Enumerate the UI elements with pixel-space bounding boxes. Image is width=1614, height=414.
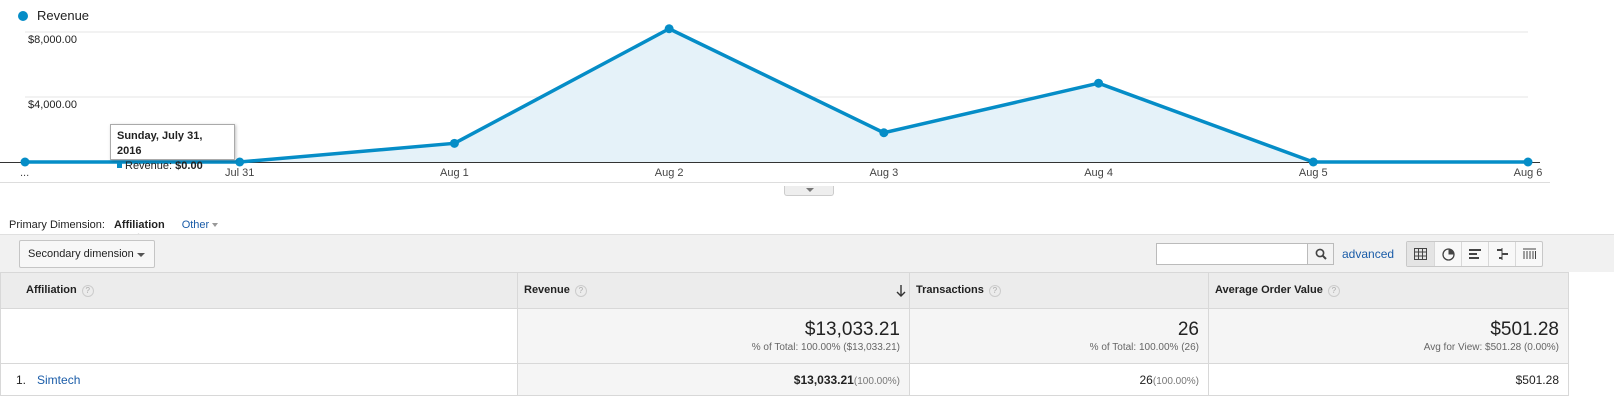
primary-dimension-other[interactable]: Other: [182, 219, 219, 231]
series-area: [25, 28, 1528, 162]
revenue-cell: $13,033.21(100.00%): [517, 363, 910, 396]
total-transactions-sub: % of Total: 100.00% (26): [1089, 342, 1199, 353]
secondary-dimension-dropdown[interactable]: Secondary dimension: [19, 240, 155, 268]
grid-icon: [1414, 248, 1427, 260]
x-tick-label: Aug 1: [440, 167, 469, 179]
x-tick-label: Aug 2: [655, 167, 684, 179]
help-icon[interactable]: ?: [988, 284, 1001, 297]
legend-dot-icon: [18, 10, 28, 21]
data-point: [664, 24, 674, 34]
header-label: Transactions: [916, 284, 984, 297]
chart-legend[interactable]: Revenue: [18, 8, 89, 23]
data-point: [20, 157, 30, 167]
chart-canvas: $4,000.00 $8,000.00... Jul 31 Aug 1 Aug 2 Aug…: [0, 24, 1550, 183]
row-number: 1.: [16, 372, 27, 387]
data-point: [1523, 157, 1533, 167]
column-header-transactions[interactable]: Transactions?: [909, 272, 1209, 309]
data-point: [1308, 157, 1318, 167]
header-label: Average Order Value: [1215, 284, 1323, 297]
column-header-revenue[interactable]: Revenue?: [517, 272, 910, 309]
help-icon[interactable]: ?: [574, 284, 587, 297]
secondary-dimension-label: Secondary dimension: [28, 248, 134, 260]
header-label: Affiliation: [26, 284, 77, 297]
data-point: [235, 157, 245, 167]
chevron-down-icon: [137, 253, 145, 257]
totals-transactions-cell: 26 % of Total: 100.00% (26): [909, 308, 1209, 364]
pie-icon: [1441, 247, 1455, 261]
aov-cell: $501.28: [1208, 363, 1569, 396]
primary-dimension-bar: Primary Dimension: Affiliation Other: [9, 219, 219, 231]
advanced-filter-link[interactable]: advanced: [1342, 247, 1395, 261]
row-aov: $501.28: [1515, 372, 1559, 387]
x-tick-label: Aug 3: [869, 167, 898, 179]
series-square-icon: [117, 163, 122, 169]
table-toolbar: Secondary dimension advanced: [0, 234, 1614, 272]
help-icon[interactable]: ?: [1327, 284, 1340, 297]
series-line: [25, 27, 1528, 164]
total-revenue: $13,033.21: [804, 319, 900, 340]
total-aov-sub: Avg for View: $501.28 (0.00%): [1423, 342, 1559, 353]
total-transactions: 26: [1177, 319, 1199, 340]
view-switcher: [1406, 241, 1543, 267]
chart-tooltip: Sunday, July 31, 2016 Revenue: $0.00: [110, 124, 235, 172]
table-search-input[interactable]: [1156, 243, 1308, 265]
header-label: Revenue: [524, 284, 570, 297]
comparison-view-button[interactable]: [1488, 242, 1515, 266]
x-tick-label: Aug 6: [1514, 167, 1543, 179]
affiliation-cell: 1. Simtech: [0, 363, 518, 396]
column-header-average-order-value[interactable]: Average Order Value?: [1208, 272, 1569, 309]
table-header-row: Affiliation? Revenue? Transactions? Aver…: [0, 272, 1569, 309]
search-icon: [1315, 248, 1327, 260]
caret-down-icon: [212, 223, 219, 228]
totals-revenue-cell: $13,033.21 % of Total: 100.00% ($13,033.…: [517, 308, 910, 364]
data-point: [449, 138, 459, 148]
totals-aov-cell: $501.28 Avg for View: $501.28 (0.00%): [1208, 308, 1569, 364]
totals-label-cell: [0, 308, 518, 364]
totals-row: $13,033.21 % of Total: 100.00% ($13,033.…: [0, 308, 1569, 364]
table-row: 1. Simtech $13,033.21(100.00%) 26(100.00%…: [0, 363, 1569, 396]
row-revenue: $13,033.21: [793, 372, 854, 387]
x-tick-label: Jul 31: [225, 167, 254, 179]
row-transactions: 26: [1139, 372, 1153, 387]
tooltip-label: Revenue:: [125, 160, 173, 172]
tooltip-value: $0.00: [175, 160, 203, 172]
tooltip-title: Sunday, July 31, 2016: [117, 130, 203, 157]
primary-dimension-label: Primary Dimension:: [9, 219, 105, 231]
affiliation-link[interactable]: Simtech: [37, 372, 81, 387]
other-link[interactable]: Other: [181, 219, 210, 231]
primary-dimension-affiliation[interactable]: Affiliation: [113, 219, 165, 231]
bar-list-icon: [1468, 249, 1481, 259]
pivot-view-button[interactable]: [1515, 242, 1542, 266]
pivot-icon: [1522, 248, 1536, 259]
transactions-cell: 26(100.00%): [909, 363, 1209, 396]
performance-view-button[interactable]: [1461, 242, 1488, 266]
comparison-icon: [1496, 248, 1508, 260]
pie-view-button[interactable]: [1434, 242, 1461, 266]
data-point: [879, 128, 889, 138]
total-revenue-sub: % of Total: 100.00% ($13,033.21): [751, 342, 900, 353]
legend-label: Revenue: [37, 8, 90, 23]
row-transactions-pct: (100.00%): [1152, 375, 1199, 387]
y-tick-label: $4,000.00: [28, 99, 77, 111]
x-tick-label: ...: [20, 167, 29, 179]
line-chart: $4,000.00 $8,000.00... Jul 31 Aug 1 Aug 2 Aug…: [0, 0, 1614, 200]
tooltip-line: Revenue: $0.00: [117, 159, 228, 174]
column-header-affiliation[interactable]: Affiliation?: [0, 272, 518, 309]
collapse-chart-toggle[interactable]: [784, 186, 834, 196]
data-point: [1094, 78, 1104, 88]
x-tick-label: Aug 4: [1084, 167, 1113, 179]
search-button[interactable]: [1307, 243, 1334, 265]
total-aov: $501.28: [1490, 319, 1559, 340]
data-table-view-button[interactable]: [1407, 242, 1434, 266]
row-revenue-pct: (100.00%): [853, 375, 900, 387]
x-tick-label: Aug 5: [1299, 167, 1328, 179]
help-icon[interactable]: ?: [81, 284, 94, 297]
data-table: Affiliation? Revenue? Transactions? Aver…: [0, 272, 1569, 396]
sort-descending-icon[interactable]: [896, 285, 906, 297]
y-tick-label: $8,000.00: [28, 34, 77, 46]
